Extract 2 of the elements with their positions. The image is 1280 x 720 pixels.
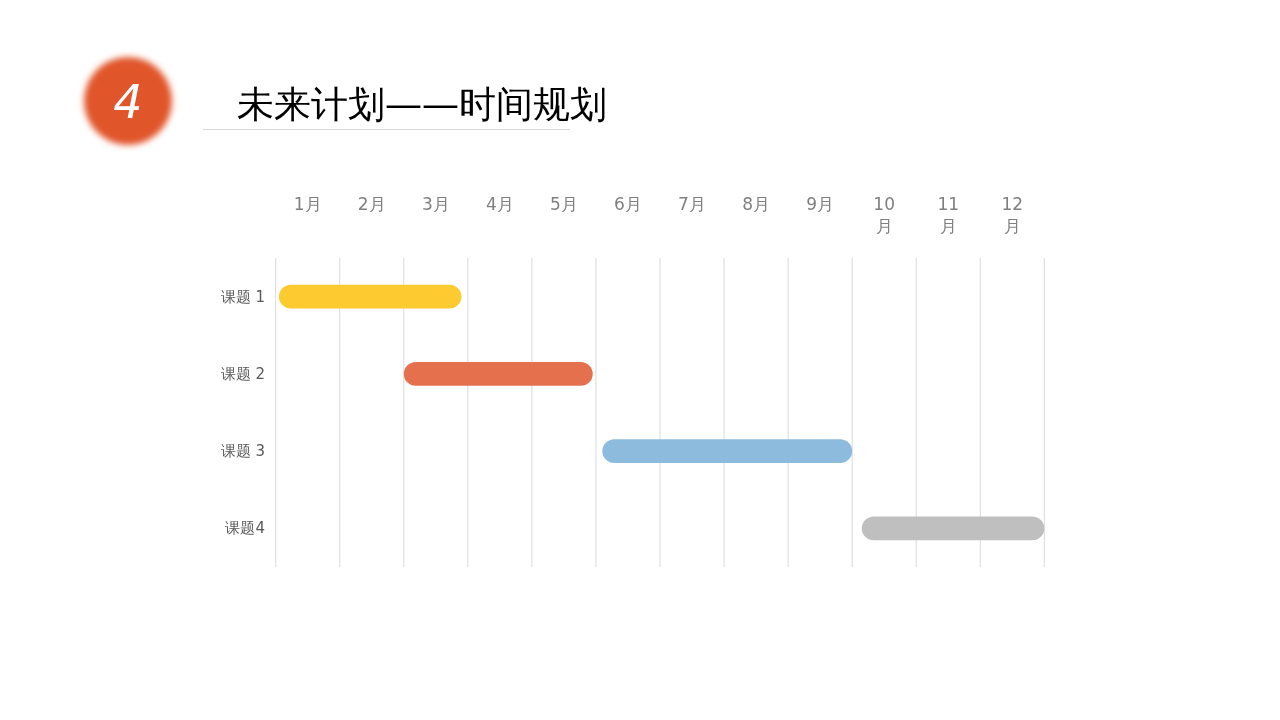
annotation: 4 xyxy=(113,75,143,129)
title: 未来计划——时间规划 xyxy=(237,83,607,126)
